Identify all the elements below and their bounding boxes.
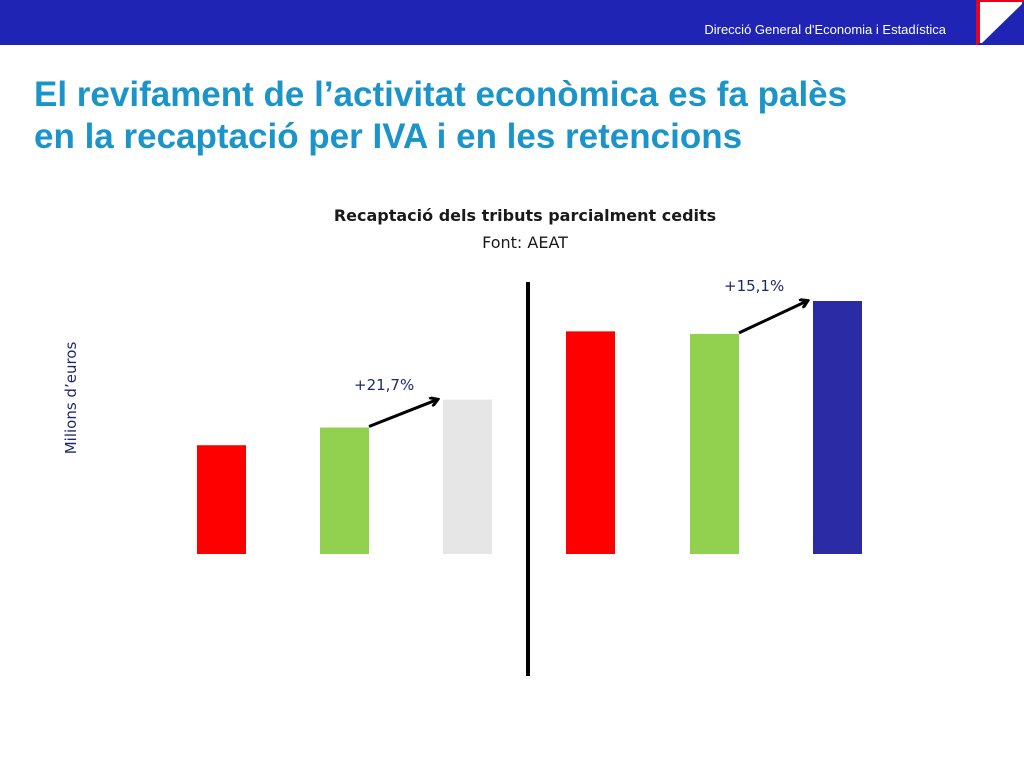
header-corner-accent [976,0,1024,45]
slide-title-line-2: en la recaptació per IVA i en les retenc… [34,117,743,156]
slide-title: El revifament de l’activitat econòmica e… [34,74,994,158]
header-bar [0,0,1024,45]
header-org-name: Direcció General d'Economia i Estadístic… [704,22,946,37]
bar [320,427,369,554]
growth-annotation-label: +21,7% [354,375,415,394]
slide-title-line-1: El revifament de l’activitat econòmica e… [34,75,848,114]
bar [197,445,246,554]
chart-subtitle: Font: AEAT [482,233,568,252]
bar [690,333,739,554]
bar [566,331,615,554]
bar [443,399,492,554]
bar [813,301,862,554]
growth-arrow [368,400,437,428]
chart-title: Recaptació dels tributs parcialment cedi… [333,206,717,225]
growth-annotation-label: +15,1% [724,277,785,295]
growth-arrow [738,301,807,335]
